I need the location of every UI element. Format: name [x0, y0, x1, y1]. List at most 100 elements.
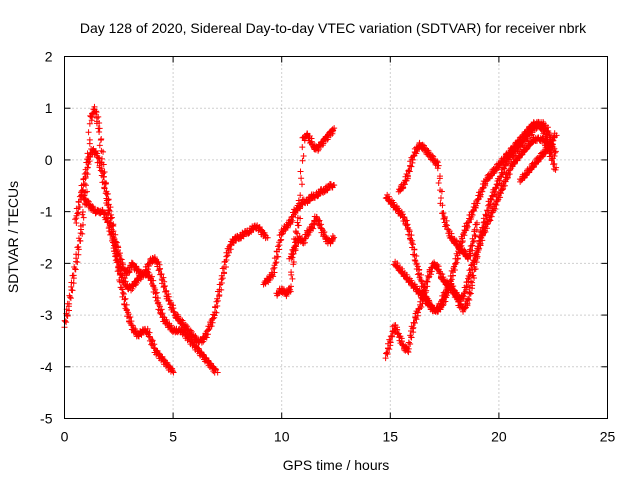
data-point	[221, 270, 228, 277]
data-point	[410, 319, 417, 326]
series-track-7	[382, 134, 560, 362]
data-point	[129, 322, 136, 329]
data-point	[102, 181, 109, 188]
ticks: 0 5 10 15 20 25 -5 -4 -3 -2 -1 0 1 2	[40, 49, 615, 445]
data-point	[112, 241, 119, 248]
data-point	[169, 367, 176, 374]
data-point	[299, 157, 306, 164]
data-point	[440, 215, 447, 222]
data-point	[74, 259, 81, 266]
data-point	[102, 190, 109, 197]
data-point	[160, 284, 167, 291]
data-point	[288, 269, 295, 276]
data-point	[175, 315, 182, 322]
chart-title: Day 128 of 2020, Sidereal Day-to-day VTE…	[80, 20, 587, 36]
data-point	[387, 333, 394, 340]
data-point	[158, 311, 165, 318]
data-point	[67, 294, 74, 301]
data-point	[277, 237, 284, 244]
data-point	[473, 226, 480, 233]
data-point	[424, 272, 431, 279]
data-point	[100, 161, 107, 168]
data-point	[498, 169, 505, 176]
data-point	[208, 323, 215, 330]
data-point	[466, 267, 473, 274]
data-point	[552, 166, 559, 173]
data-point	[383, 349, 390, 356]
data-point	[97, 136, 104, 143]
data-point	[405, 345, 412, 352]
data-point	[460, 308, 467, 315]
data-point	[299, 144, 306, 151]
data-point	[76, 203, 83, 210]
data-point	[113, 259, 120, 266]
data-point	[466, 289, 473, 296]
x-tick-label: 20	[491, 429, 507, 445]
data-point	[462, 288, 469, 295]
data-point	[214, 302, 221, 309]
data-point	[211, 314, 218, 321]
data-point	[474, 245, 481, 252]
data-point	[270, 265, 277, 272]
data-point	[401, 214, 408, 221]
x-axis-label: GPS time / hours	[283, 457, 390, 473]
data-point	[156, 302, 163, 309]
data-point	[408, 232, 415, 239]
data-point	[79, 230, 86, 237]
data-point	[308, 141, 315, 148]
data-point	[408, 163, 415, 170]
data-point	[469, 242, 476, 249]
data-point	[96, 162, 103, 169]
data-point	[297, 192, 304, 199]
data-point	[295, 197, 302, 204]
data-point	[119, 289, 126, 296]
data-point	[104, 219, 111, 226]
data-point	[81, 192, 88, 199]
data-point	[81, 181, 88, 188]
data-point	[161, 282, 168, 289]
series-track-11	[516, 130, 560, 185]
data-point	[497, 189, 504, 196]
data-point	[409, 156, 416, 163]
data-point	[551, 153, 558, 160]
data-point	[289, 275, 296, 282]
data-point	[450, 265, 457, 272]
data-point	[92, 108, 99, 115]
data-point	[85, 129, 92, 136]
data-point	[96, 128, 103, 135]
data-point	[86, 120, 93, 127]
data-point	[110, 223, 117, 230]
y-tick-label: 1	[45, 100, 53, 116]
data-point	[66, 300, 73, 307]
data-point	[439, 202, 446, 209]
data-point	[214, 369, 221, 376]
data-point	[383, 350, 390, 357]
data-point	[216, 293, 223, 300]
series-track-4	[260, 180, 338, 288]
data-point	[477, 228, 484, 235]
data-point	[485, 207, 492, 214]
series-track-2	[72, 145, 271, 346]
series-track-10	[390, 118, 555, 315]
data-point	[329, 126, 336, 133]
data-point	[552, 148, 559, 155]
x-tick-label: 25	[600, 429, 616, 445]
data-point	[203, 334, 210, 341]
data-point	[261, 231, 268, 238]
data-point	[96, 120, 103, 127]
data-point	[105, 210, 112, 217]
y-axis-label: SDTVAR / TECUs	[5, 181, 21, 293]
data-point	[478, 231, 485, 238]
x-tick-label: 0	[61, 429, 69, 445]
data-point	[97, 167, 104, 174]
data-point	[153, 297, 160, 304]
series-track-1	[61, 103, 177, 376]
data-point	[155, 258, 162, 265]
data-point	[288, 283, 295, 290]
data-point	[188, 330, 195, 337]
data-point	[156, 266, 163, 273]
data-point	[298, 175, 305, 182]
data-point	[466, 297, 473, 304]
data-point	[213, 309, 220, 316]
data-point	[70, 272, 77, 279]
